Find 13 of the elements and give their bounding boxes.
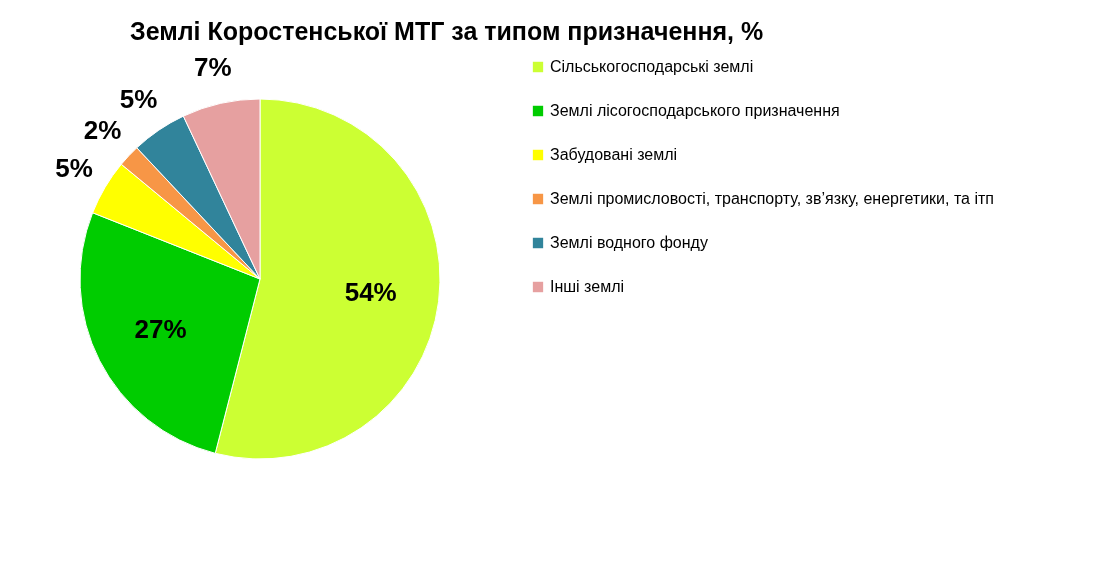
data-label: 2% <box>83 115 122 146</box>
legend-label: Інші землі <box>550 278 625 295</box>
data-label: 7% <box>194 52 232 83</box>
chart-title: Землі Коростенської МТГ за типом призначення, % <box>130 17 764 46</box>
legend-label: Землі промисловості, транспорту, зв’язку, енергетики, та ітп <box>550 190 994 207</box>
data-label: 5% <box>119 84 158 115</box>
data-label: 27% <box>134 313 187 344</box>
data-label: 5% <box>55 153 93 184</box>
legend-label: Забудовані землі <box>550 146 678 163</box>
legend-label: Землі лісогосподарського призначення <box>550 102 840 119</box>
legend-label: Сільськогосподарські землі <box>550 58 754 75</box>
legend-label: Землі водного фонду <box>550 234 708 251</box>
data-label: 54% <box>344 276 397 307</box>
